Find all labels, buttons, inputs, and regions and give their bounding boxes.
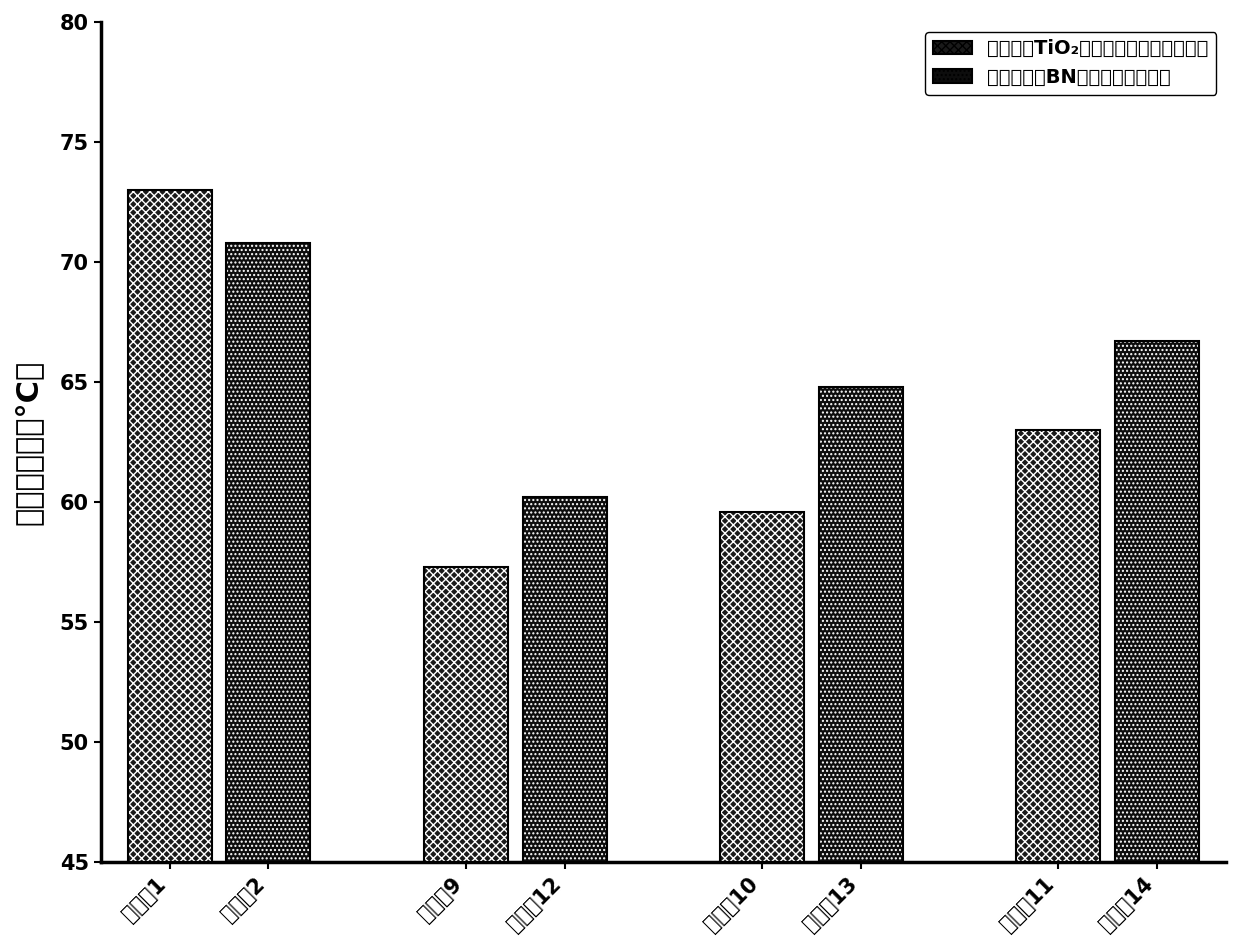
Bar: [1017, 430, 1100, 862]
Bar: [1115, 342, 1199, 862]
Bar: [523, 497, 606, 862]
Bar: [720, 512, 804, 862]
Bar: [424, 567, 508, 862]
Bar: [818, 387, 903, 862]
Bar: [227, 243, 310, 862]
Bar: [720, 512, 804, 862]
Bar: [523, 497, 606, 862]
Bar: [128, 190, 212, 862]
Y-axis label: 热平衡温度（°C）: 热平衡温度（°C）: [14, 360, 43, 525]
Bar: [1017, 430, 1100, 862]
Bar: [1115, 342, 1199, 862]
Bar: [818, 387, 903, 862]
Bar: [128, 190, 212, 862]
Bar: [227, 243, 310, 862]
Bar: [424, 567, 508, 862]
Legend: 不同含量TiO₂反射涂料颤粒的平衡热度, 不同填充量BN颤粒的热平衡温度: 不同含量TiO₂反射涂料颤粒的平衡热度, 不同填充量BN颤粒的热平衡温度: [925, 31, 1216, 95]
